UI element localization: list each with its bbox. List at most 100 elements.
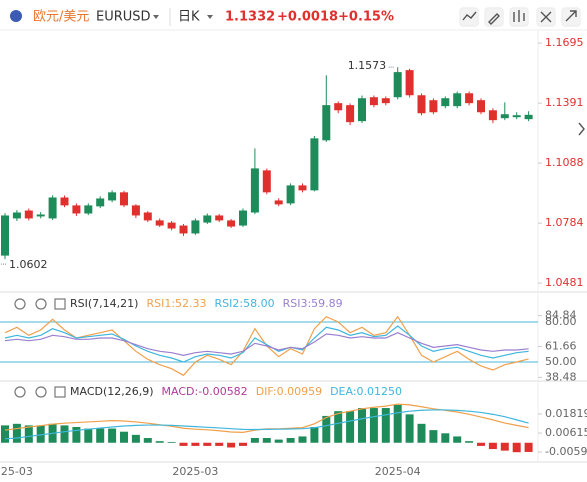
reference-label: 80.00 (545, 315, 577, 328)
gear-icon[interactable] (35, 298, 47, 310)
candle-body (72, 205, 81, 214)
y-tick-label: 61.66 (545, 339, 577, 352)
candle-body (393, 72, 402, 98)
candle-body (155, 220, 164, 226)
y-tick-label: 0.00615 (545, 426, 587, 439)
histogram-bar (369, 408, 378, 443)
legend-entry: RSI1:52.33 (146, 297, 206, 310)
histogram-bar (334, 411, 343, 443)
histogram-bar (298, 436, 307, 443)
histogram-bar (36, 425, 45, 443)
y-tick-label: 1.1695 (545, 36, 584, 49)
histogram-bar (215, 442, 224, 446)
candle-body (381, 98, 390, 104)
histogram-bar (465, 441, 474, 443)
change-pct: +0.15% (338, 10, 394, 25)
histogram-bar (179, 442, 188, 446)
candle-body (310, 138, 319, 191)
tool-icon (462, 11, 477, 21)
histogram-bar (167, 441, 176, 443)
checkbox[interactable] (54, 386, 66, 398)
x-tick-label: 25-03 (1, 465, 33, 478)
x-tick-label: 2025-03 (172, 465, 218, 478)
checkbox[interactable] (54, 298, 66, 310)
candle-body (1, 215, 9, 256)
eye-icon[interactable] (14, 386, 26, 398)
histogram-bar (524, 442, 533, 452)
x-tick-label: 2025-04 (375, 465, 421, 478)
tool-icon (565, 10, 577, 22)
expand-arrow[interactable] (578, 122, 585, 136)
legend-entry: RSI2:58.00 (215, 297, 275, 310)
candle-body (12, 212, 21, 219)
candle-body (84, 205, 93, 214)
histogram-bar (203, 442, 212, 446)
histogram-bar (60, 425, 69, 443)
panel-title: RSI(7,14,21) (70, 297, 138, 310)
histogram-bar (12, 423, 21, 443)
candle-body (215, 215, 224, 221)
y-tick-label: 38.48 (545, 370, 577, 383)
histogram-bar (108, 428, 117, 443)
series-line (4, 332, 529, 356)
tool-icon (540, 11, 552, 23)
panel-title: MACD(12,26,9) (70, 385, 154, 398)
histogram-bar (191, 442, 200, 446)
histogram-bar (72, 426, 81, 443)
gear-icon[interactable] (35, 386, 47, 398)
histogram-bar (143, 438, 152, 443)
histogram-bar (120, 431, 128, 443)
candle-body (465, 93, 474, 104)
symbol: EURUSD (96, 10, 151, 25)
candle-body (24, 210, 33, 219)
candle-body (143, 212, 152, 221)
histogram-bar (286, 438, 295, 443)
histogram-bar (441, 433, 450, 443)
dropdown[interactable] (207, 15, 213, 19)
pair-name[interactable]: 欧元/美元 (33, 10, 89, 25)
period[interactable]: 日K (178, 10, 200, 25)
candle-body (334, 103, 343, 111)
histogram-bar (274, 439, 283, 443)
y-tick-label: 1.1391 (545, 96, 584, 109)
histogram-bar (310, 426, 319, 443)
candle-body (48, 197, 57, 219)
change: +0.0018 (277, 10, 338, 25)
candle-body (346, 105, 355, 123)
histogram-bar (250, 438, 259, 443)
candle-body (358, 98, 366, 122)
histogram-bar (488, 442, 497, 450)
histogram-bar (393, 404, 402, 443)
annotation: 1.1573 (348, 59, 387, 72)
candle-body (274, 200, 283, 205)
histogram-bar (358, 408, 366, 443)
histogram-bar (84, 428, 93, 443)
candle-body (417, 95, 426, 114)
candle-body (512, 115, 521, 118)
histogram-bar (96, 428, 105, 443)
candle-body (36, 214, 45, 217)
histogram-bar (322, 415, 331, 443)
histogram-bar (227, 442, 236, 448)
eye-icon[interactable] (14, 298, 26, 310)
y-tick-label: 1.0784 (545, 216, 584, 229)
candle-body (239, 210, 247, 226)
histogram-bar (262, 438, 271, 443)
price: 1.1332 (225, 10, 275, 25)
y-tick-label: 1.0481 (545, 276, 584, 289)
candle-body (477, 100, 485, 113)
histogram-bar (131, 434, 140, 443)
legend-entry: MACD:-0.00582 (162, 385, 248, 398)
candle-body (369, 97, 378, 106)
annotation: 1.0602 (9, 258, 48, 271)
dropdown[interactable] (153, 15, 159, 19)
candle-body (60, 197, 69, 206)
candle-body (250, 168, 259, 213)
histogram-bar (477, 442, 485, 446)
candle-body (167, 222, 176, 229)
tool-icon (488, 13, 500, 25)
y-tick-label: -0.00590 (545, 445, 587, 458)
candle-body (120, 192, 128, 206)
y-tick-label: 0.01819 (545, 407, 587, 420)
histogram-bar (429, 430, 438, 443)
